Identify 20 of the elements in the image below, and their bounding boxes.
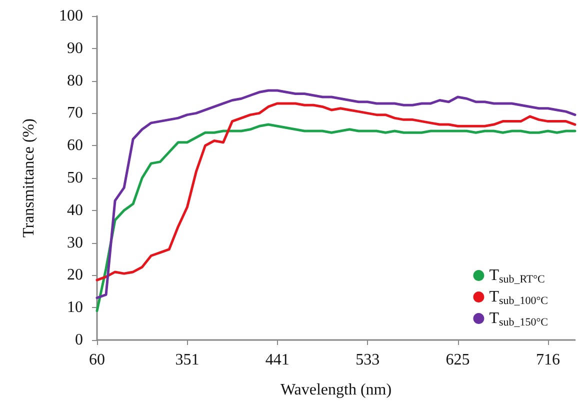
x-tick-label: 625 — [446, 352, 470, 368]
y-tick-label: 0 — [75, 332, 83, 348]
y-tick-label: 40 — [67, 202, 83, 219]
x-tick-label: 441 — [265, 352, 290, 368]
y-tick-label: 30 — [67, 234, 83, 252]
x-tick-label: 533 — [356, 352, 380, 368]
y-tick-label: 90 — [67, 40, 83, 57]
line-series — [96, 123, 576, 312]
y-tick-label: 50 — [67, 170, 83, 186]
x-tick-label: 351 — [175, 352, 200, 368]
x-axis-title: Wavelength (nm) — [280, 382, 392, 398]
y-tick-label: 70 — [67, 104, 83, 122]
y-tick-label: 60 — [67, 137, 83, 154]
y-tick-label: 80 — [67, 72, 83, 90]
y-tick-label: 100 — [59, 8, 83, 24]
x-tick-label: 716 — [536, 352, 560, 368]
x-tick-label: 60 — [89, 352, 105, 368]
y-axis-title: Transmittance (%) — [20, 118, 38, 238]
y-tick-label: 20 — [67, 266, 83, 284]
y-tick-label: 10 — [67, 299, 83, 316]
